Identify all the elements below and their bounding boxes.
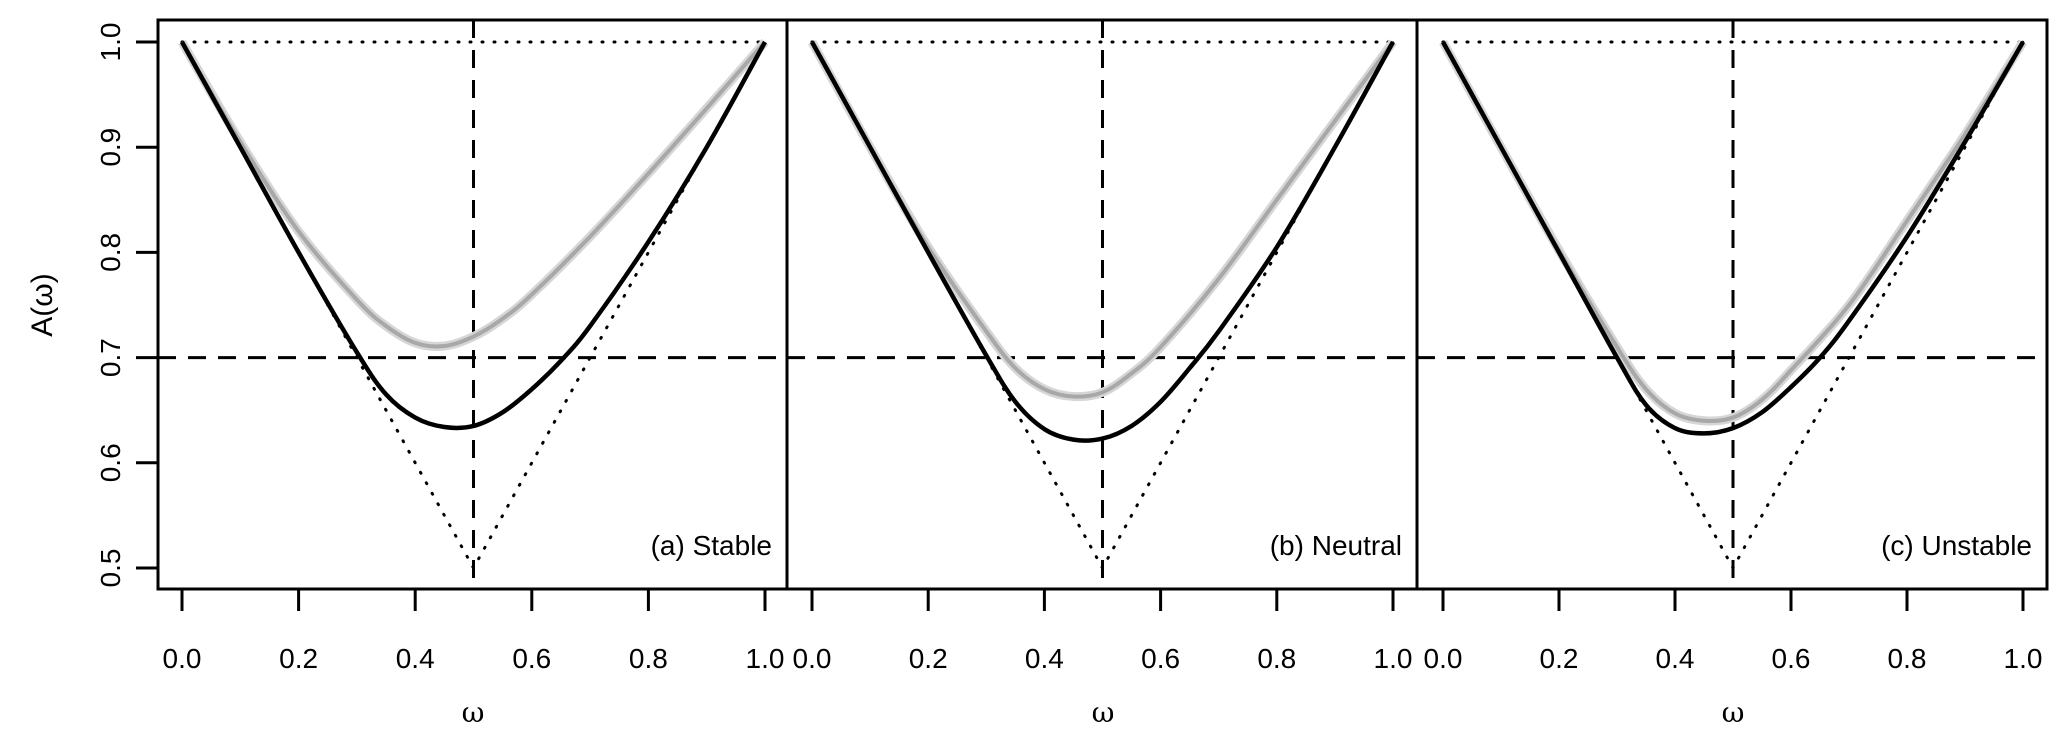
x-tick-label: 0.0 <box>793 643 832 674</box>
x-tick-label: 0.2 <box>279 643 318 674</box>
panel-2: 0.0 0.2 0.4 0.6 0.8 1.0 <box>1415 18 2049 674</box>
x-tick-label: 0.2 <box>909 643 948 674</box>
x-tick-label: 1.0 <box>2004 643 2043 674</box>
x-tick-label: 0.6 <box>1772 643 1811 674</box>
y-axis-title: A(ω) <box>26 273 59 336</box>
x-axis-title-c: ω <box>1722 696 1745 729</box>
x-tick-label: 0.4 <box>1025 643 1064 674</box>
x-tick-label: 0.4 <box>1656 643 1695 674</box>
series-line <box>180 40 767 349</box>
x-tick-label: 1.0 <box>1374 643 1413 674</box>
x-tick-label: 0.6 <box>1141 643 1180 674</box>
panel-frame <box>1415 18 2049 591</box>
y-tick-label: 1.0 <box>95 23 126 62</box>
x-tick-label: 0.8 <box>1888 643 1927 674</box>
series-line <box>1441 40 2025 436</box>
x-tick-label: 0.8 <box>1257 643 1296 674</box>
x-tick-label: 0.4 <box>396 643 435 674</box>
x-axis-title-a: ω <box>462 696 485 729</box>
x-axis-title-b: ω <box>1092 696 1115 729</box>
series-line <box>180 40 767 431</box>
x-tick-label: 0.2 <box>1540 643 1579 674</box>
panel-0: 0.0 0.2 0.4 0.6 0.8 1.0 0.5 0.6 0.7 0.8 0.9 1.0 <box>95 18 789 674</box>
series-line <box>810 40 1395 443</box>
x-tick-label: 0.6 <box>512 643 551 674</box>
y-tick-label: 0.5 <box>95 549 126 588</box>
x-tick-label: 0.0 <box>1424 643 1463 674</box>
panel-label-b: (b) Neutral <box>1270 530 1402 561</box>
panel-label-a: (a) Stable <box>651 530 772 561</box>
x-tick-label: 0.0 <box>163 643 202 674</box>
y-tick-label: 0.8 <box>95 233 126 272</box>
x-tick-label: 0.8 <box>629 643 668 674</box>
y-tick-label: 0.9 <box>95 128 126 167</box>
y-tick-label: 0.6 <box>95 443 126 482</box>
x-tick-label: 1.0 <box>746 643 785 674</box>
panel-label-c: (c) Unstable <box>1881 530 2032 561</box>
series-line <box>810 40 1395 399</box>
y-tick-label: 0.7 <box>95 338 126 377</box>
panel-1: 0.0 0.2 0.4 0.6 0.8 1.0 <box>785 18 1419 674</box>
